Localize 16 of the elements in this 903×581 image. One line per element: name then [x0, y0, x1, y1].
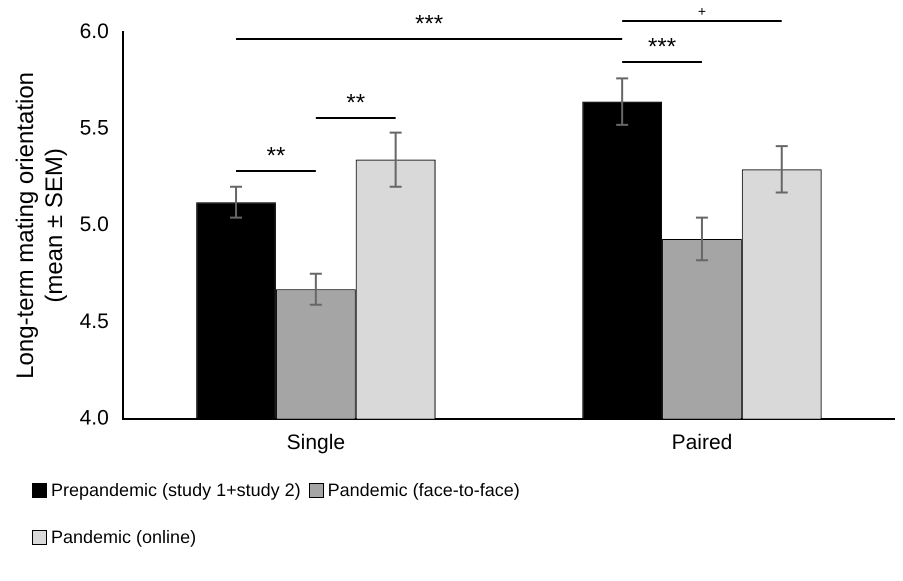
text: +: [698, 2, 706, 19]
legend-label: Pandemic (face-to-face): [328, 480, 520, 501]
legend-label: Prepandemic (study 1+study 2): [51, 480, 301, 501]
annotation: ***: [648, 34, 676, 61]
legend-label: Pandemic (online): [51, 527, 196, 548]
x-tick-label: Single: [286, 431, 346, 454]
y-tick-label: 4.0: [80, 406, 109, 430]
annotation: **: [266, 142, 286, 170]
x-tick-label: Paired: [672, 431, 732, 454]
y-tick-label: 6.0: [80, 20, 109, 43]
annotation: **: [346, 90, 366, 117]
y-tick-label: 5.0: [80, 213, 109, 236]
y-tick-label: 5.5: [80, 116, 109, 140]
annotation: ***: [415, 10, 444, 38]
y-axis-title: Long-term mating orientation (mean ± SEM): [12, 72, 68, 379]
y-tick-label: 4.5: [80, 310, 109, 333]
